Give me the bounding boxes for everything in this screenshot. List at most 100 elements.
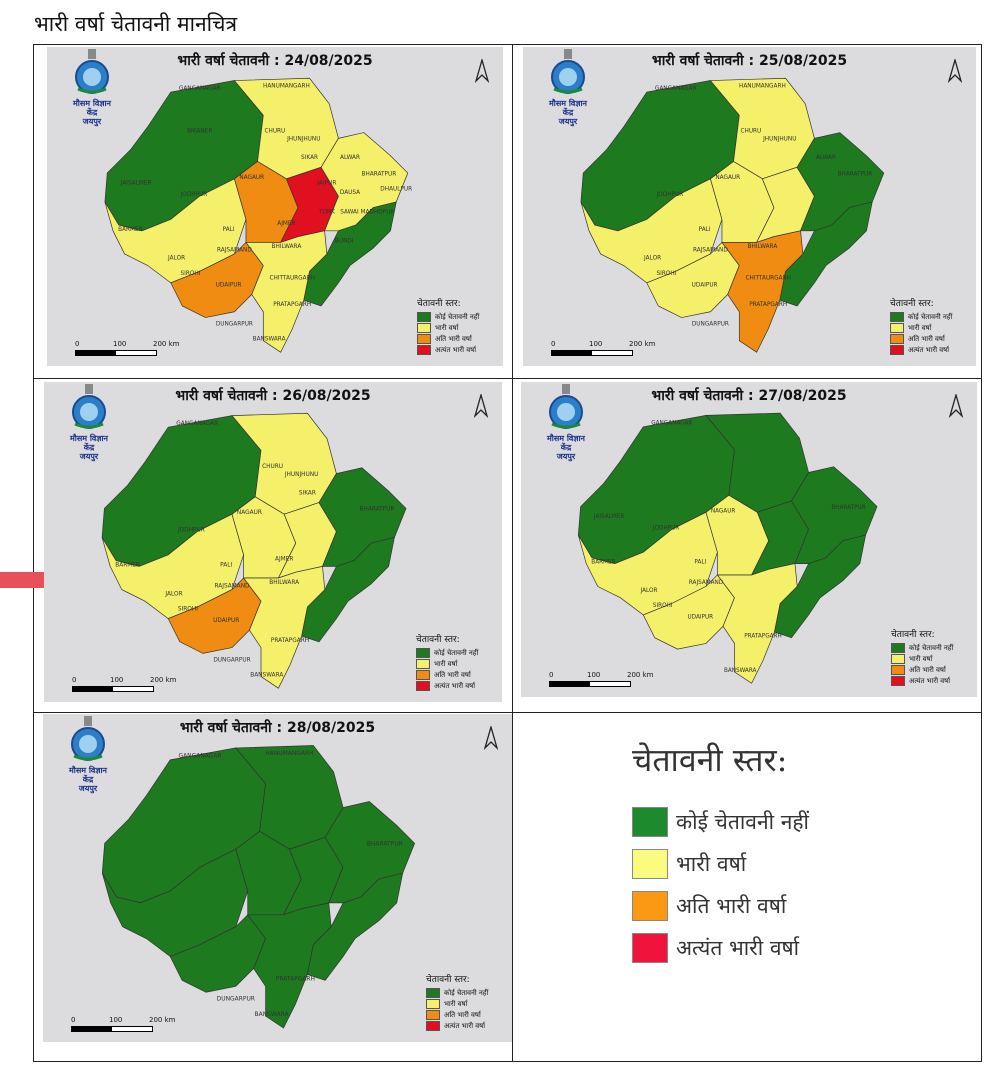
panel-legend-item: कोई चेतावनी नहीं [417,312,495,322]
district-label: JHUNJHUNU [284,472,319,478]
panel-legend: चेतावनी स्तर: कोई चेतावनी नहीं भारी वर्षा अ… [416,635,494,692]
district-label: BARMER [591,560,615,566]
north-arrow-icon [483,724,499,754]
map-region-south [245,230,328,353]
district-label: PALI [220,562,232,568]
district-label: BUNDI [335,238,354,244]
district-label: RAJSAMAND [693,248,728,254]
panel-title: भारी वर्षा चेतावनी : 26/08/2025 [175,388,371,404]
map-panel: GANGANAGAR HANUMANGARH CHURU JHUNJHUNU ALWAR… [523,47,976,366]
rajasthan-map: GANGANAGAR HANUMANGARH BHARATPUR PRATAPGARH… [101,745,416,1029]
emblem-icon [551,49,585,94]
emblem-text: मौसम विज्ञान केंद्र जयपुर [73,99,111,126]
district-label: RAJSAMAND [217,248,252,254]
map-region-west [104,178,247,284]
panel-legend-title: चेतावनी स्तर: [890,299,934,309]
district-label: BHILWARA [272,244,302,250]
district-label: GANGANAGAR [655,86,697,92]
district-label: BANSWARA [250,673,283,679]
legend-swatch-green [632,807,668,837]
panel-legend: चेतावनी स्तर: कोई चेतावनी नहीं भारी वर्षा अ… [426,975,504,1032]
district-label: DUNGARPUR [216,322,253,328]
panel-legend-item: भारी वर्षा [891,654,969,664]
panel-legend-item: कोई चेतावनी नहीं [416,648,494,658]
district-label: JHUNJHUNU [762,137,796,143]
district-label: AJMER [275,557,293,563]
scale-bar: 0 100 200 km [549,671,679,687]
district-label: UDAIPUR [692,282,718,288]
panel-legend: चेतावनी स्तर: कोई चेतावनी नहीं भारी वर्षा अ… [891,630,969,687]
district-label: NAGAUR [239,175,264,181]
emblem-text: मौसम विज्ञान केंद्र जयपुर [547,434,585,461]
grid-divider-vertical [512,44,513,1061]
district-label: UDAIPUR [688,614,714,620]
panel-legend-item: अत्यंत भारी वर्षा [891,676,969,686]
district-label: JODHPUR [656,192,684,198]
north-arrow-icon [948,392,964,422]
district-label: JODHPUR [652,525,679,531]
panel-legend: चेतावनी स्तर: कोई चेतावनी नहीं भारी वर्षा अ… [890,299,968,356]
district-label: JODHPUR [180,192,208,198]
district-label: SIROHI [180,271,200,277]
district-label: PRATAPGARH [271,638,309,644]
district-label: SIROHI [653,603,673,609]
emblem-icon [71,716,105,761]
district-label: TONK [318,210,335,216]
district-label: UDAIPUR [216,282,242,288]
map-region-west [580,178,723,284]
district-label: DUNGARPUR [217,996,255,1003]
panel-legend-item: अति भारी वर्षा [426,1010,504,1020]
district-label: GANGANAGAR [179,752,222,759]
rajasthan-map: GANGANAGAR HANUMANGARH BIKANER CHURUJHUNJHU… [104,77,412,353]
map-region-south [716,563,798,684]
district-label: SIROHI [656,271,676,277]
panel-title: भारी वर्षा चेतावनी : 27/08/2025 [651,388,847,404]
panel-legend-item: अति भारी वर्षा [416,670,494,680]
panel-legend-item: अति भारी वर्षा [417,334,495,344]
main-legend-item: अत्यंत भारी वर्षा [632,929,809,967]
district-label: JALOR [164,591,182,597]
district-label: CHITTAURGARH [745,275,790,281]
district-label: ALWAR [340,155,360,161]
district-label: GANGANAGAR [176,421,218,427]
panel-legend-title: चेतावनी स्तर: [891,630,935,640]
map-grid [33,44,982,1062]
district-label: HANUMANGARH [263,83,310,89]
district-label: SIKAR [301,155,318,161]
scale-bar: 0 100 200 km [71,1016,201,1032]
panel-legend-item: अत्यंत भारी वर्षा [426,1021,504,1031]
panel-legend-item: अत्यंत भारी वर्षा [417,345,495,355]
legend-swatch-orange [632,891,668,921]
north-arrow-icon [947,57,963,87]
emblem-icon [72,384,106,429]
district-label: CHURU [264,129,285,135]
district-label: DUNGARPUR [213,658,250,664]
legend-swatch-red [632,933,668,963]
map-region-west [577,511,718,616]
main-legend-item: भारी वर्षा [632,845,809,883]
panel-legend-item: कोई चेतावनी नहीं [891,643,969,653]
district-label: BHILWARA [269,580,299,586]
district-label: BARMER [115,562,140,568]
map-panel: GANGANAGAR HANUMANGARH BHARATPUR PRATAPGARH… [43,714,512,1042]
district-label: JHUNJHUNU [286,137,320,143]
panel-legend-item: भारी वर्षा [890,323,968,333]
district-label: BHARATPUR [362,171,397,177]
district-label: JALOR [643,256,661,262]
district-label: CHURU [740,129,761,135]
rajasthan-map: GANGANAGAR JAISALMER JODHPUR NAGAUR BARMER PA… [577,412,878,684]
district-label: ALWAR [816,155,836,161]
panel-legend-item: भारी वर्षा [417,323,495,333]
imd-emblem: मौसम विज्ञान केंद्र जयपुर [61,49,123,126]
panel-legend-item: कोई चेतावनी नहीं [426,988,504,998]
panel-legend-item: भारी वर्षा [426,999,504,1009]
district-label: PRATAPGARH [744,634,781,640]
map-region-south [242,565,326,689]
district-label: PRATAPGARH [749,302,787,308]
district-label: PALI [223,227,235,233]
main-legend-title: चेतावनी स्तर: [632,741,788,779]
panel-legend: चेतावनी स्तर: कोई चेतावनी नहीं भारी वर्षा अ… [417,299,495,356]
district-label: JAIPUR [316,181,336,187]
